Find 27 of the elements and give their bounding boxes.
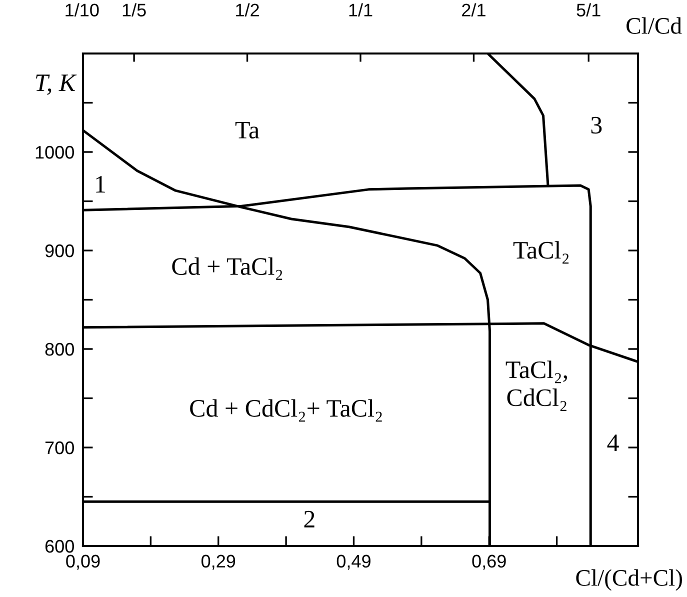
annotation: Cd + TaCl₂ xyxy=(172,257,282,280)
annotation: 2 xyxy=(304,510,314,528)
y-tick-label: 700 xyxy=(45,441,74,454)
x2-axis-title: Cl/Cd xyxy=(626,17,682,34)
text: 1/2 xyxy=(236,3,259,16)
text: 1/1 xyxy=(349,3,372,16)
y-tick-label: 1000 xyxy=(36,146,74,159)
x-tick-label: 0,49 xyxy=(336,554,370,570)
annotation: Cd + CdCl₂+ TaCl₂ xyxy=(190,399,382,422)
annotation: TaCl₂, CdCl₂ xyxy=(506,360,568,411)
y-tick-label: 600 xyxy=(45,540,74,553)
text: 1/5 xyxy=(122,3,146,16)
annotation: TaCl₂ xyxy=(513,241,569,264)
annotation: Ta xyxy=(235,122,260,139)
annotation: 3 xyxy=(591,116,602,134)
text: 2/1 xyxy=(462,3,486,16)
text: 5/1 xyxy=(576,3,600,16)
annotation: 4 xyxy=(607,434,619,452)
x-tick-label: 0,29 xyxy=(202,554,236,570)
y-axis-title: T, K xyxy=(36,74,77,95)
text: 1/10 xyxy=(66,3,99,16)
annotation: 1 xyxy=(96,176,105,192)
x-axis-title: Cl/(Cd+Cl) xyxy=(576,569,682,591)
y-tick-label: 900 xyxy=(45,244,74,258)
x-tick-label: 0,09 xyxy=(66,554,100,570)
x-tick-label: 0,69 xyxy=(472,554,506,570)
y-tick-label: 800 xyxy=(45,342,74,356)
